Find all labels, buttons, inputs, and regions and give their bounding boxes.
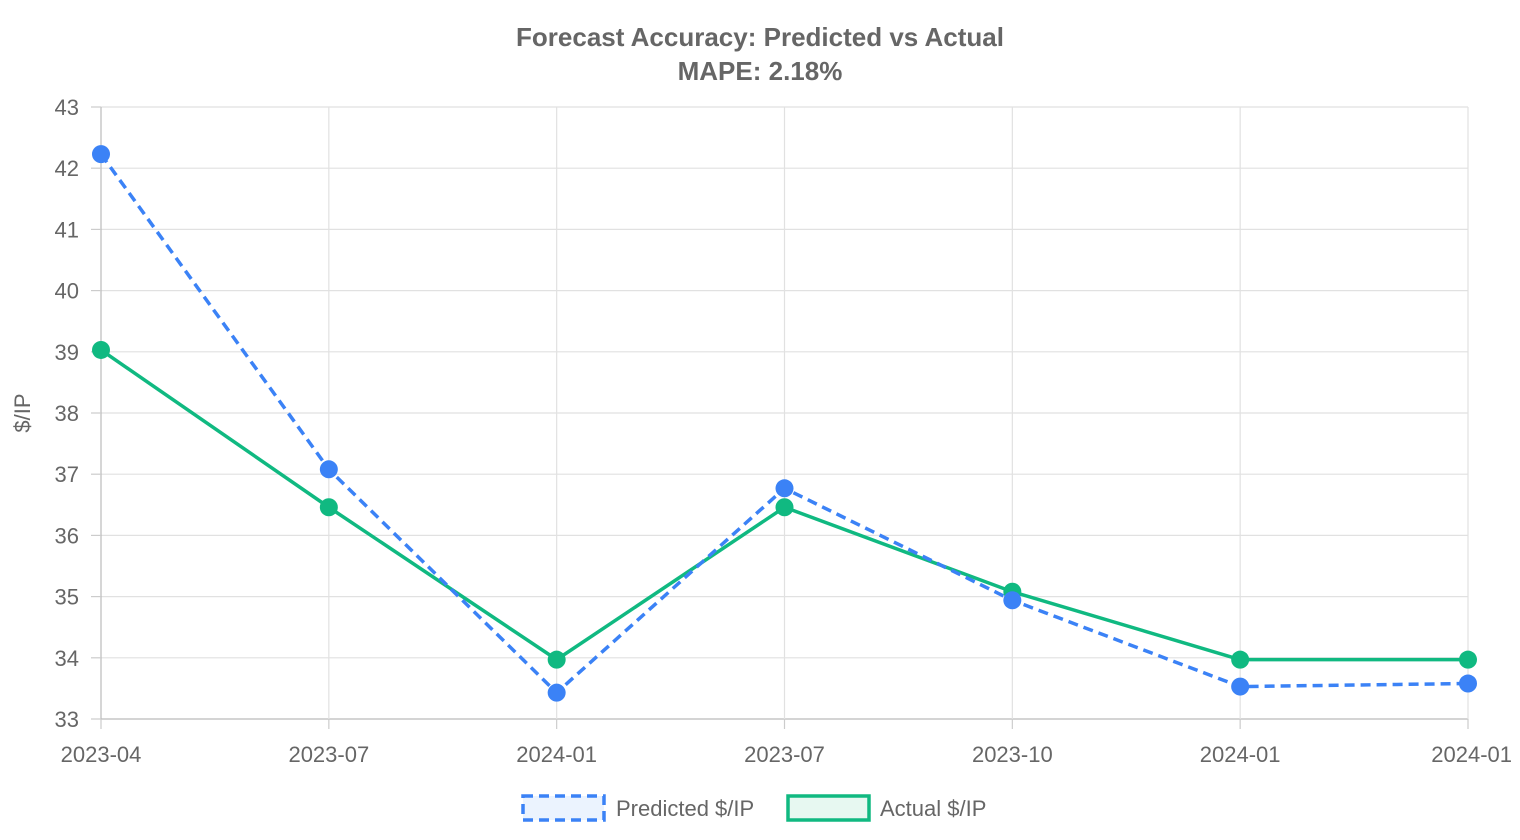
legend-label: Actual $/IP bbox=[880, 796, 986, 821]
actual-point bbox=[547, 650, 566, 669]
legend[interactable]: Predicted $/IP Actual $/IP bbox=[521, 794, 986, 822]
y-tick-label: 35 bbox=[55, 585, 79, 610]
x-tick-label: 2023-07 bbox=[288, 742, 369, 767]
predicted-point bbox=[319, 460, 338, 479]
legend-swatch bbox=[521, 794, 606, 822]
chart-title: Forecast Accuracy: Predicted vs Actual bbox=[516, 22, 1004, 52]
y-tick-label: 37 bbox=[55, 462, 79, 487]
y-axis-ticks: 33 34 35 36 37 38 39 40 41 42 43 bbox=[55, 95, 101, 732]
predicted-point bbox=[547, 683, 566, 702]
legend-label: Predicted $/IP bbox=[616, 796, 754, 821]
predicted-point bbox=[92, 145, 110, 164]
legend-item-actual[interactable]: Actual $/IP bbox=[786, 794, 986, 822]
actual-point bbox=[319, 498, 338, 517]
x-tick-label: 2023-04 bbox=[61, 742, 142, 767]
predicted-point bbox=[1459, 674, 1477, 693]
y-tick-label: 42 bbox=[55, 156, 79, 181]
actual-point bbox=[775, 498, 794, 517]
x-tick-label: 2024-01 bbox=[1431, 742, 1512, 767]
predicted-point bbox=[1003, 591, 1022, 610]
actual-point bbox=[1231, 650, 1250, 669]
y-tick-label: 40 bbox=[55, 279, 79, 304]
legend-swatch bbox=[786, 794, 871, 822]
chart-subtitle: MAPE: 2.18% bbox=[678, 56, 843, 86]
grid-lines bbox=[100, 106, 1469, 720]
y-tick-label: 43 bbox=[55, 95, 79, 120]
series-group bbox=[92, 145, 1477, 702]
actual-point bbox=[1459, 650, 1477, 669]
actual-point bbox=[92, 340, 110, 359]
predicted-point bbox=[1231, 677, 1250, 696]
x-tick-label: 2023-10 bbox=[972, 742, 1053, 767]
x-tick-label: 2024-01 bbox=[516, 742, 597, 767]
y-tick-label: 39 bbox=[55, 340, 79, 365]
y-tick-label: 34 bbox=[55, 646, 79, 671]
predicted-point bbox=[775, 479, 794, 498]
y-tick-label: 38 bbox=[55, 401, 79, 426]
x-axis-ticks: 2023-04 2023-07 2024-01 2023-07 2023-10 2024-… bbox=[61, 719, 1512, 767]
y-tick-label: 41 bbox=[55, 217, 79, 242]
legend-item-predicted[interactable]: Predicted $/IP bbox=[521, 794, 754, 822]
y-tick-label: 33 bbox=[55, 707, 79, 732]
x-tick-label: 2023-07 bbox=[744, 742, 825, 767]
y-axis-title: $/IP bbox=[10, 393, 35, 432]
y-tick-label: 36 bbox=[55, 523, 79, 548]
x-tick-label: 2024-01 bbox=[1200, 742, 1281, 767]
